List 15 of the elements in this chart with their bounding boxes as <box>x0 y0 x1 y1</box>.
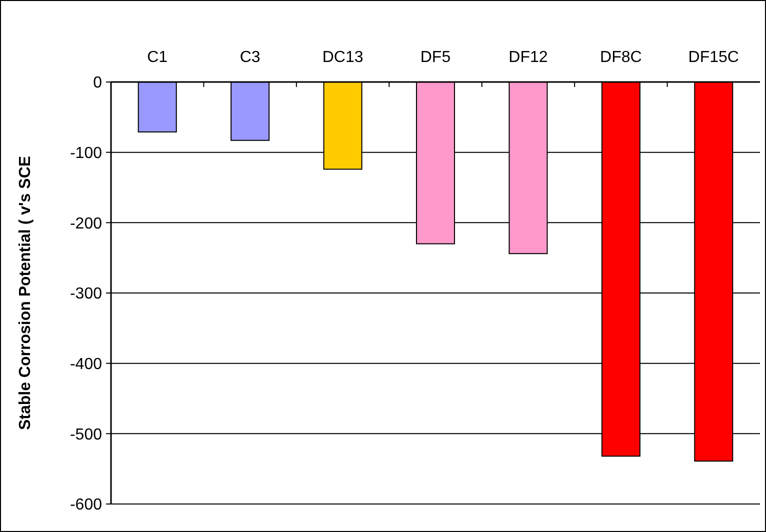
y-tick-label: -100 <box>70 144 102 162</box>
x-tick-label: DF12 <box>508 49 548 66</box>
y-axis-title: Stable Corrosion Potential ( v's SCE <box>17 156 34 430</box>
y-tick-label: -500 <box>70 426 102 444</box>
x-tick-label: DF5 <box>420 49 451 66</box>
x-tick-label: DC13 <box>322 49 364 66</box>
x-tick-label: C1 <box>147 49 168 66</box>
x-tick-label: DF15C <box>688 49 739 66</box>
y-tick-label: -600 <box>70 496 102 514</box>
y-tick-label: -300 <box>70 286 102 303</box>
x-tick-label: C3 <box>240 49 260 66</box>
y-tick-label: -200 <box>70 215 102 232</box>
y-tick-label: -400 <box>70 356 102 373</box>
y-tick-label: 0 <box>93 74 102 92</box>
x-tick-label: DF8C <box>600 49 642 66</box>
